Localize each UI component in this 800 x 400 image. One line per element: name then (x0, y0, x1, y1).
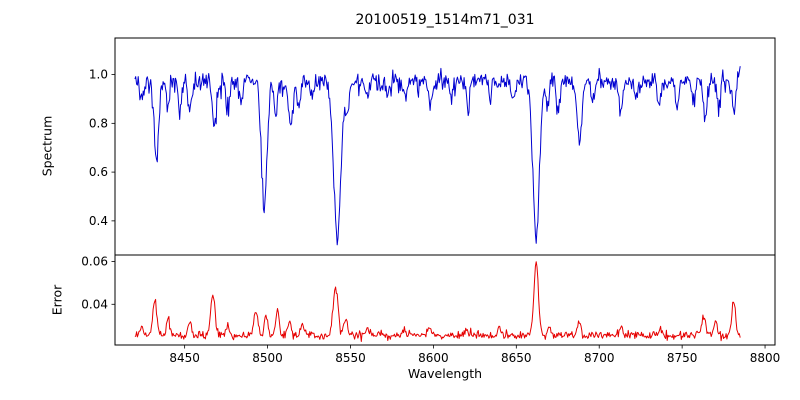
spectrum-ytick-label: 1.0 (89, 68, 108, 82)
spectrum-panel-frame (114, 37, 776, 256)
x-tick-label: 8600 (418, 351, 449, 365)
spectrum-ytick-label: 0.4 (89, 214, 108, 228)
error-line (134, 261, 741, 342)
spectrum-ytick-label: 0.8 (89, 116, 108, 130)
spectrum-ytick-label: 0.6 (89, 165, 108, 179)
x-tick-label: 8550 (335, 351, 366, 365)
x-axis-label: Wavelength (407, 366, 483, 381)
x-tick-label: 8700 (584, 351, 615, 365)
x-tick-label: 8450 (169, 351, 200, 365)
spectrum-line (134, 66, 741, 246)
x-tick-label: 8800 (750, 351, 781, 365)
error-ytick-label: 0.04 (81, 297, 108, 311)
x-tick-label: 8650 (501, 351, 532, 365)
chart-title: 20100519_1514m71_031 (355, 12, 535, 28)
error-ytick-label: 0.06 (81, 254, 108, 268)
x-tick-label: 8500 (252, 351, 283, 365)
x-tick-label: 8750 (667, 351, 698, 365)
error-panel-frame (114, 254, 776, 346)
